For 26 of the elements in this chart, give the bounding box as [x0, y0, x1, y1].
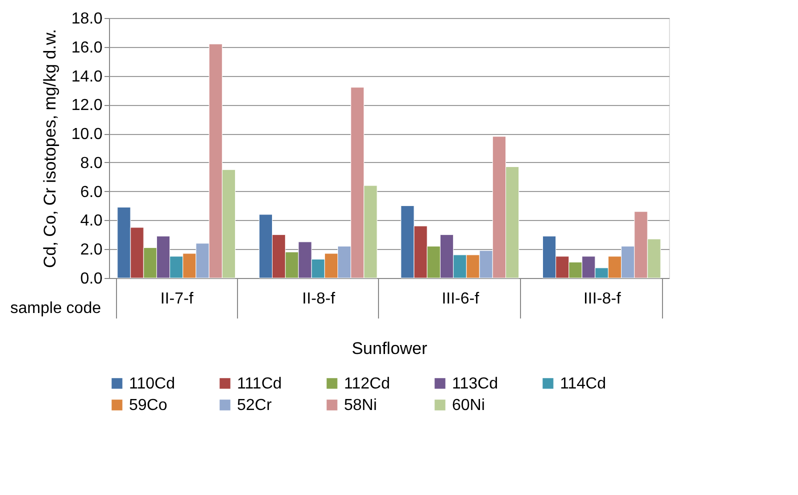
y-tick-label: 10.0 — [71, 126, 103, 144]
x-axis-title: Sunflower — [352, 339, 428, 358]
legend-label: 59Co — [129, 397, 168, 414]
legend-label: 112Cd — [344, 375, 390, 392]
x-tick-label: II-7-f — [160, 290, 194, 308]
y-tick-label: 6.0 — [80, 184, 103, 201]
x-tick-label: II-8-f — [302, 290, 336, 308]
y-tick-label: 18.0 — [71, 10, 103, 28]
y-axis-title: Cd, Co, Cr isotopes, mg/kg d.w. — [40, 28, 60, 268]
legend-label: 52Cr — [237, 397, 272, 414]
legend-label: 111Cd — [237, 375, 282, 392]
legend-label: 114Cd — [560, 375, 606, 392]
y-tick-label: 4.0 — [80, 212, 103, 230]
legend-label: 110Cd — [129, 375, 175, 392]
text: sample code — [10, 300, 102, 317]
y-tick-label: 8.0 — [80, 154, 103, 172]
legend-label: 58Ni — [344, 397, 377, 414]
y-tick-label: 0.0 — [80, 270, 103, 288]
legend-label: 60Ni — [452, 397, 485, 414]
y-tick-label: 2.0 — [80, 242, 103, 259]
x-tick-label: III-8-f — [583, 290, 622, 308]
legend-label: 113Cd — [452, 375, 498, 392]
x-tick-label: III-6-f — [442, 290, 480, 308]
y-tick-label: 14.0 — [71, 68, 103, 86]
y-tick-label: 16.0 — [71, 39, 103, 56]
y-tick-label: 12.0 — [71, 97, 103, 114]
